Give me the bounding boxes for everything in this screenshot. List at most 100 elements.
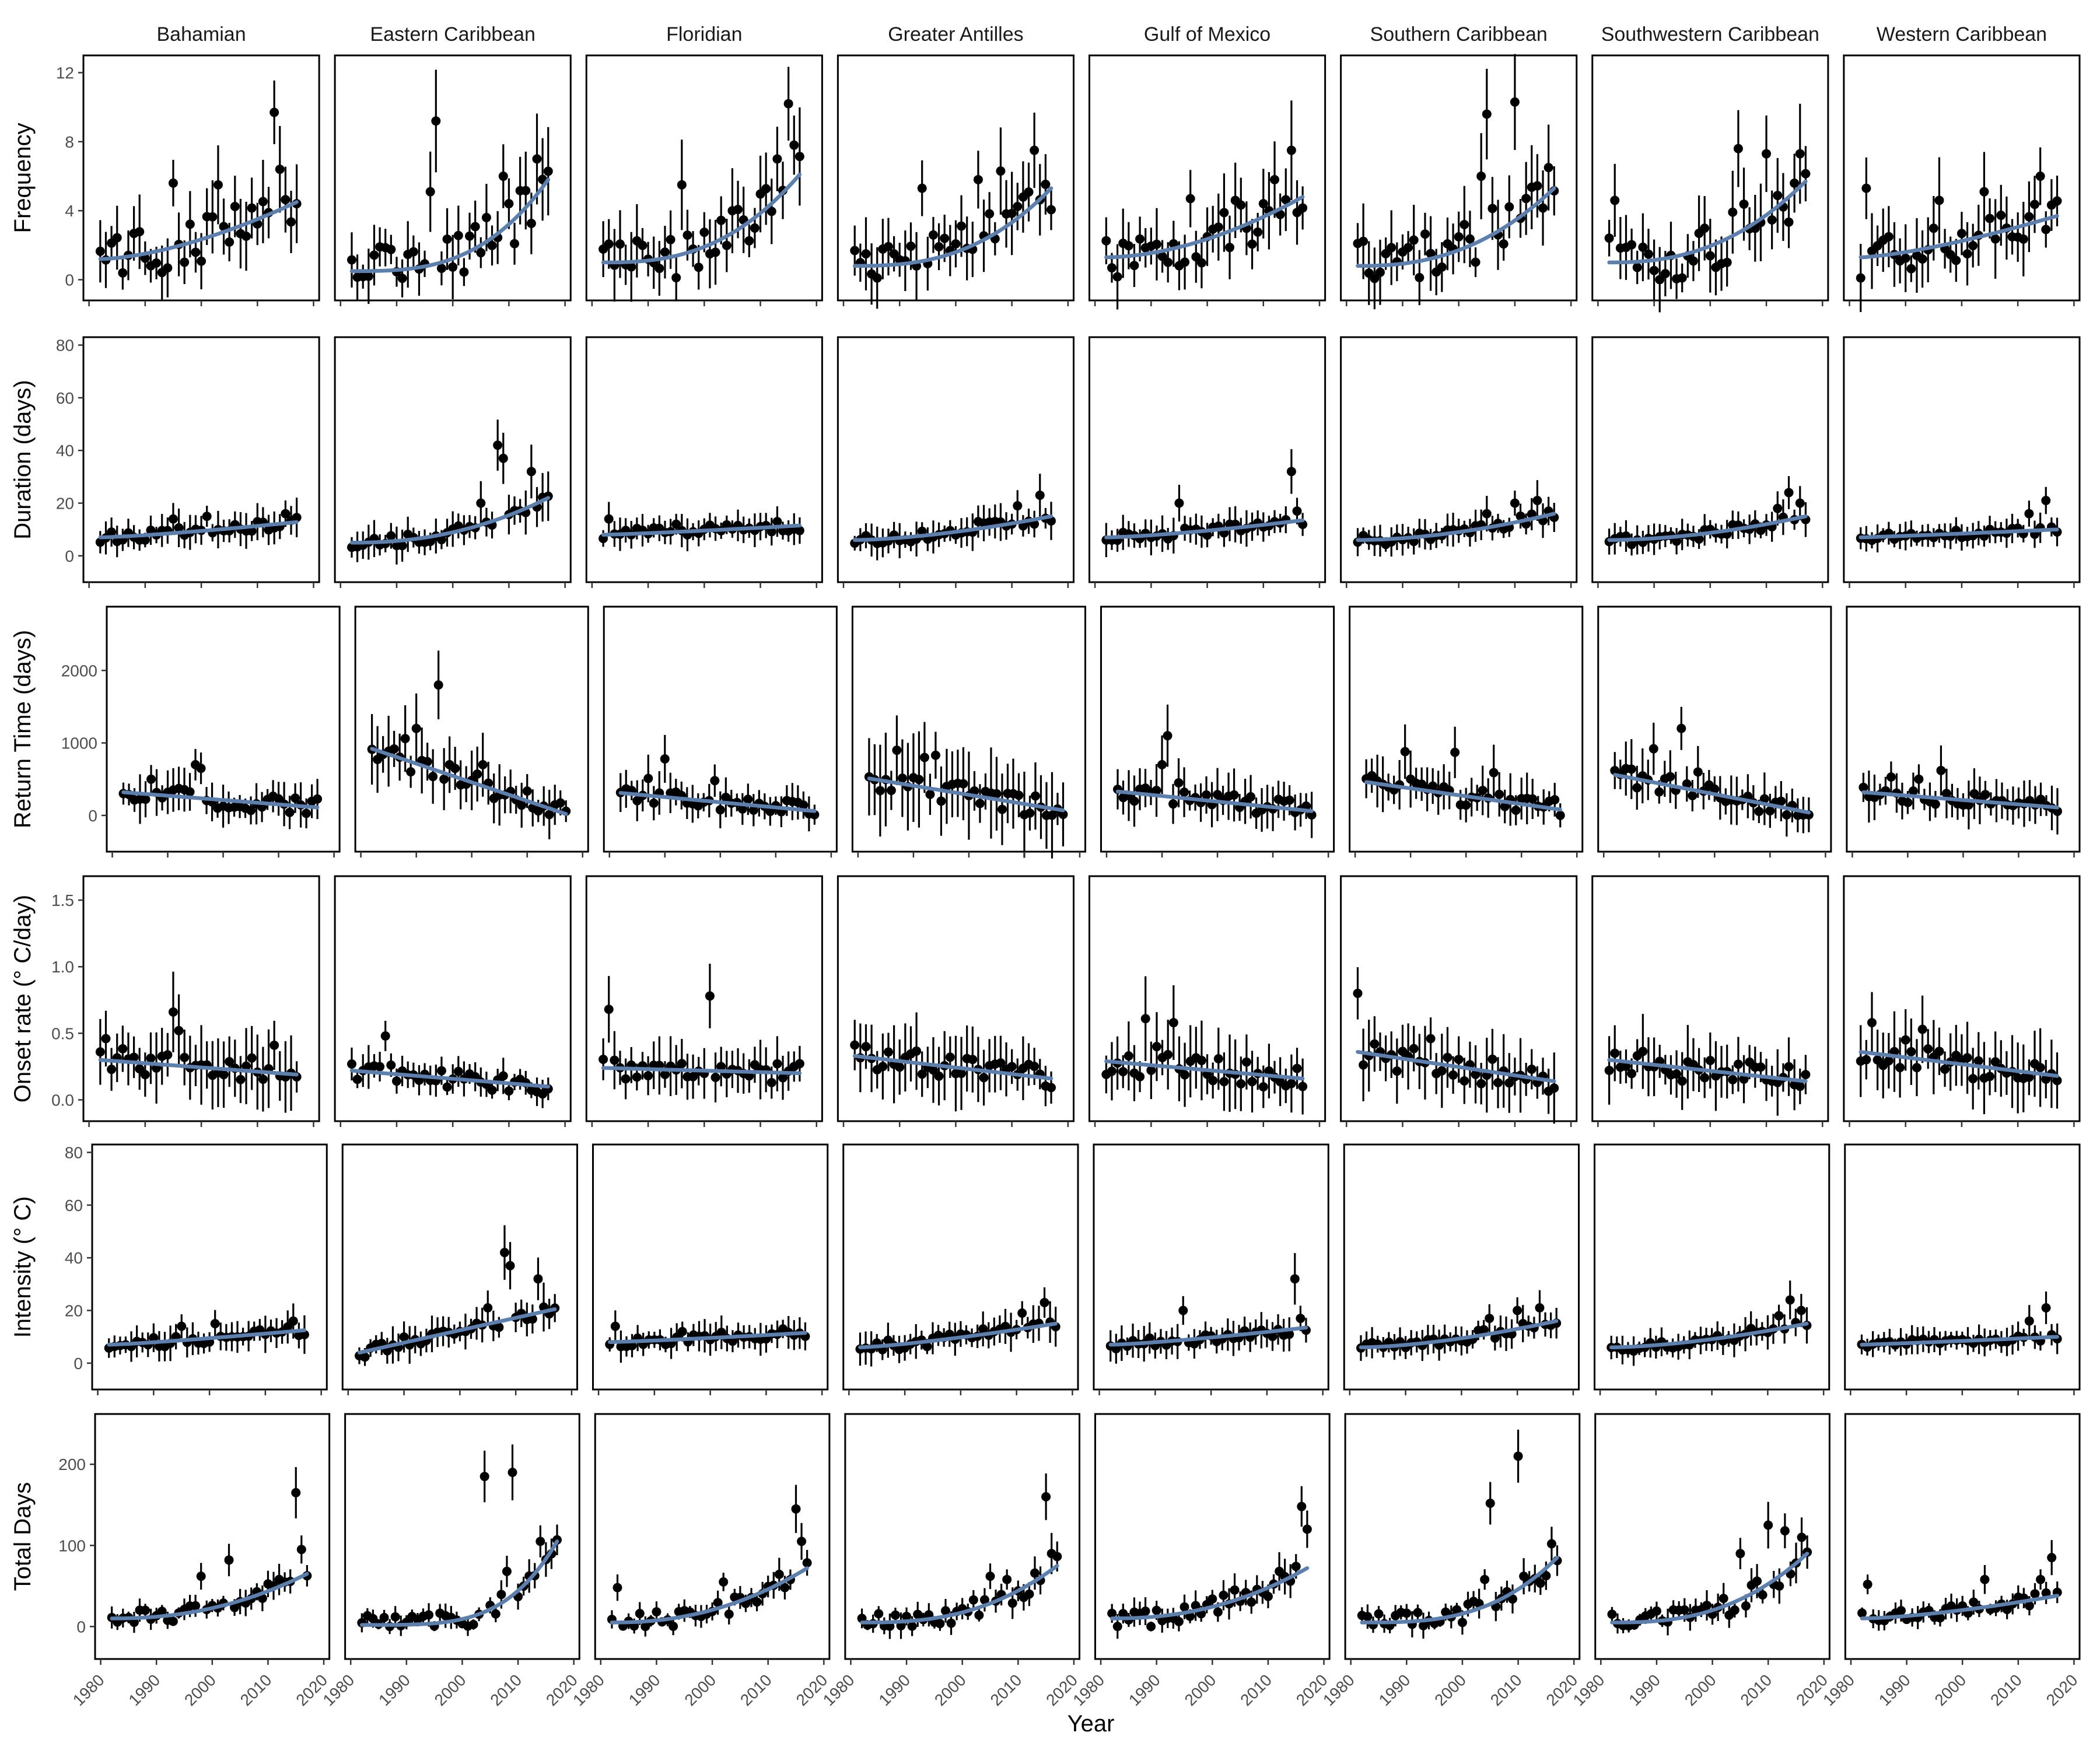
data-point (1780, 1526, 1790, 1536)
panel: 1980 1990 2000 2010 2020 (1069, 1413, 1331, 1709)
data-point (1112, 272, 1122, 282)
data-point (185, 219, 195, 229)
data-point (668, 1622, 678, 1632)
data-point (1471, 1069, 1480, 1079)
data-point (1795, 498, 1805, 508)
data-point (940, 233, 950, 243)
data-point (1284, 795, 1294, 805)
trend-line (1860, 1335, 2059, 1347)
data-point (494, 1322, 504, 1332)
data-point (951, 239, 961, 249)
data-point (1146, 1065, 1156, 1075)
data-point (1700, 1073, 1710, 1083)
data-point (1782, 810, 1791, 820)
data-point (1555, 810, 1565, 820)
data-point (1058, 810, 1068, 820)
data-point (1024, 1589, 1034, 1599)
data-point (1363, 1612, 1373, 1622)
trend-line (349, 496, 551, 545)
data-point (1052, 1552, 1062, 1562)
y-tick-label: 12 (56, 64, 74, 82)
data-point (1107, 1066, 1116, 1076)
x-tick-label: 2010 (1237, 1671, 1275, 1709)
panel (836, 336, 1074, 588)
data-point (1465, 234, 1475, 244)
data-point (878, 1062, 888, 1072)
data-point (1996, 211, 2006, 220)
data-point (436, 535, 446, 545)
data-point (346, 255, 356, 265)
data-point (1969, 1597, 1979, 1607)
data-point (424, 1610, 434, 1620)
data-point (985, 209, 995, 219)
data-point (1499, 239, 1508, 249)
data-point (1129, 261, 1139, 271)
data-point (604, 1005, 614, 1014)
data-point (1528, 794, 1538, 804)
data-point (1180, 1602, 1189, 1612)
data-point (1610, 1048, 1620, 1058)
data-point (1375, 267, 1385, 277)
panel-frame (341, 1143, 578, 1391)
data-point (1178, 1306, 1188, 1315)
panel (1597, 606, 1832, 858)
data-point (907, 1621, 917, 1631)
trend-line (110, 1572, 309, 1620)
data-point (1292, 1063, 1302, 1073)
data-point (258, 1074, 268, 1084)
data-point (1370, 274, 1380, 284)
data-point (772, 1059, 782, 1069)
data-point (1479, 1325, 1489, 1335)
x-tick-label: 1990 (1376, 1671, 1414, 1709)
data-point (442, 1082, 452, 1092)
data-point (604, 239, 614, 249)
data-point (1632, 783, 1642, 793)
data-point (1962, 249, 1972, 259)
data-point (1901, 253, 1910, 263)
data-point (397, 541, 407, 551)
data-point (1290, 1274, 1300, 1284)
data-point (1941, 789, 1951, 799)
data-point (406, 767, 416, 777)
data-point (733, 205, 743, 215)
data-point (140, 535, 150, 545)
data-point (1152, 1605, 1161, 1615)
data-point (1508, 1594, 1517, 1604)
data-point (1471, 257, 1480, 267)
data-point (1284, 1329, 1294, 1339)
data-point (1213, 1607, 1223, 1617)
data-point (928, 230, 938, 240)
trend-line (618, 791, 817, 813)
trend-line (98, 1058, 299, 1077)
trend-line (1104, 1059, 1305, 1081)
y-tick-label: 0 (65, 271, 74, 289)
data-point (874, 1609, 884, 1619)
panel (1846, 606, 2081, 858)
panel (334, 336, 572, 588)
data-point (1672, 1069, 1682, 1079)
data-point (992, 789, 1002, 799)
data-point (270, 107, 279, 117)
data-point (1404, 243, 1413, 253)
data-point (1174, 498, 1184, 508)
x-tick-label: 2010 (1987, 1671, 2025, 1709)
data-point (917, 1069, 927, 1079)
data-point (1979, 187, 1989, 197)
data-point (1482, 109, 1492, 119)
trend-line (357, 1307, 557, 1355)
data-point (504, 1086, 514, 1096)
data-point (2024, 1316, 2034, 1326)
data-point (2036, 1574, 2046, 1584)
data-point (493, 440, 503, 450)
data-point (2041, 225, 2051, 235)
data-point (521, 186, 531, 195)
data-point (957, 1069, 967, 1079)
data-point (1101, 236, 1111, 246)
data-point (1654, 787, 1664, 797)
x-tick-label: 1980 (820, 1671, 858, 1709)
data-point (1489, 768, 1499, 778)
data-point (1929, 223, 1938, 233)
data-point (1000, 1321, 1010, 1331)
data-point (498, 1071, 508, 1081)
data-point (140, 1070, 150, 1080)
